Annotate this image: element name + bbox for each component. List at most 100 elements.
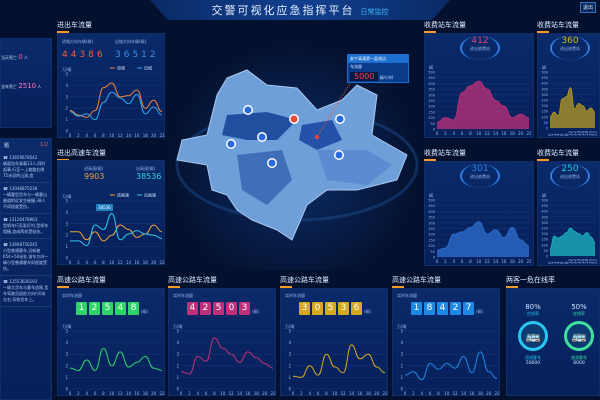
x-tick-label: 8 bbox=[102, 133, 105, 138]
popup-title: 安宁高速第一监测点 bbox=[348, 55, 408, 63]
item-text: 小型普通客车,沿新坡K54+50米处,该车方向一辆小型普通客车同程度受伤。 bbox=[3, 248, 49, 271]
counter-digit: 8 bbox=[424, 302, 435, 315]
y-tick-label: 500 bbox=[428, 71, 435, 75]
header-bar bbox=[150, 0, 450, 20]
y-tick-label: 200 bbox=[541, 232, 548, 236]
road-panel: 实时车流量 4 2 5 0 3 (辆) 万/辆 0 1 2 3 4 5 0 2 4 6 8 10 12 14 16 18 2… bbox=[168, 288, 276, 396]
x-tick-label: 2 bbox=[412, 391, 415, 396]
x-tick-label: 4 bbox=[196, 391, 199, 396]
y-tick-label: 350 bbox=[541, 215, 548, 219]
x-tick-label: 4 bbox=[85, 260, 88, 265]
counter-digit: 3 bbox=[239, 302, 250, 315]
y-axis-label: 万/辆 bbox=[285, 323, 294, 329]
y-tick-label: 1 bbox=[65, 117, 68, 122]
x-tick-label: 6 bbox=[560, 261, 565, 264]
top-button[interactable]: 退出 bbox=[580, 2, 597, 13]
x-tick-label: 2 bbox=[188, 391, 191, 396]
x-tick-label: 14 bbox=[461, 391, 467, 396]
counter-digit: 5 bbox=[102, 302, 113, 315]
y-tick-label: 2 bbox=[288, 363, 291, 368]
counter: 4 2 5 0 3 (辆) bbox=[187, 302, 259, 315]
y-tick-label: 3 bbox=[176, 352, 179, 357]
x-tick-label: 8 bbox=[469, 131, 472, 136]
y-tick-label: 200 bbox=[428, 105, 435, 109]
list-item[interactable]: ☎ 13553626193 一辆大货车与客车追尾,货车驾驶员因前方向行0米左右,导… bbox=[1, 276, 51, 307]
x-tick-label: 18 bbox=[584, 130, 589, 136]
y-tick-label: 1 bbox=[65, 244, 68, 249]
phone: ☎ 13126478963 bbox=[3, 217, 38, 222]
stat-today: 当天死亡 0 人 bbox=[1, 53, 28, 61]
y-tick-label: 0 bbox=[433, 128, 435, 132]
location-pin-icon bbox=[257, 132, 267, 142]
x-tick-label: 20 bbox=[518, 131, 524, 136]
x-tick-label: 2 bbox=[444, 131, 447, 136]
map-region bbox=[299, 120, 342, 150]
location-pin-icon bbox=[335, 114, 345, 124]
y-tick-label: 500 bbox=[541, 71, 548, 75]
x-tick-label: 20 bbox=[486, 391, 492, 396]
x-tick-label: 22 bbox=[592, 130, 597, 136]
x-tick-label: 8 bbox=[469, 259, 472, 264]
online-label: 在线率 bbox=[527, 311, 539, 316]
y-tick-label: 50 bbox=[544, 121, 548, 125]
realtime-label: 实时车流量 bbox=[62, 293, 82, 298]
location-pin-icon bbox=[226, 139, 236, 149]
x-tick-label: 18 bbox=[584, 258, 589, 264]
list-item[interactable]: ☎ 13659678542 辆面包车乘载13人,同时起事,行至一上坡路右侧75米深… bbox=[1, 152, 51, 183]
y-tick-label: 3 bbox=[400, 352, 403, 357]
x-tick-label: 22 bbox=[526, 131, 532, 136]
mode-tab[interactable]: 日常监控 bbox=[360, 8, 389, 16]
vehicle-count: 6000 bbox=[573, 361, 585, 366]
x-tick-label: 2 bbox=[300, 391, 303, 396]
x-tick-label: 14 bbox=[493, 259, 499, 264]
list-item[interactable]: ☎ 13126478963 型轿车行至彩灯村,型轿车相撞,造成两机受轻伤。 bbox=[1, 214, 51, 239]
out-label: 出城方向车辆(辆) bbox=[115, 39, 147, 44]
x-tick-label: 10 bbox=[109, 391, 115, 396]
y-tick-label: 350 bbox=[541, 87, 548, 91]
page-indicator[interactable]: 1/2 bbox=[39, 142, 48, 148]
stat-label: 全年死亡 bbox=[1, 84, 17, 89]
x-tick-label: 12 bbox=[453, 391, 459, 396]
list-item[interactable]: ☎ 13046875236 一辆重型货车与一辆客山隧道附近发生碰撞,38人不同程度… bbox=[1, 183, 51, 214]
x-tick-label: 14 bbox=[237, 391, 243, 396]
x-tick-label: 14 bbox=[126, 260, 132, 265]
counter-digit: 2 bbox=[450, 302, 461, 315]
y-tick-label: 4 bbox=[288, 340, 291, 345]
y-tick-label: 3 bbox=[288, 352, 291, 357]
x-tick-label: 0 bbox=[69, 133, 72, 138]
in-counter: 44386 bbox=[62, 50, 106, 60]
x-tick-label: 12 bbox=[118, 260, 124, 265]
online-item: 50% 在线率 🚌 旅游客车 6000 bbox=[559, 303, 599, 366]
y-tick-label: 4 bbox=[65, 210, 68, 215]
map-region bbox=[176, 69, 408, 241]
y-axis-label: 辆 bbox=[542, 64, 546, 70]
map-area[interactable]: 安宁高速第一监测点 车流量 5000 辆/小时 bbox=[167, 40, 421, 270]
legend-label: 出高速 bbox=[144, 192, 156, 198]
counter-digit: 5 bbox=[213, 302, 224, 315]
x-tick-label: 18 bbox=[143, 260, 149, 265]
y-tick-label: 5 bbox=[400, 329, 403, 334]
area-outline bbox=[436, 80, 530, 123]
y-tick-label: 5 bbox=[65, 72, 68, 77]
realtime-label: 实时车流量 bbox=[397, 293, 417, 298]
in-label: 进高速(辆) bbox=[84, 166, 104, 171]
x-tick-label: 6 bbox=[461, 131, 464, 136]
area-outline bbox=[549, 87, 596, 118]
location-pin-icon bbox=[334, 150, 344, 160]
province-map[interactable] bbox=[167, 40, 421, 270]
y-tick-label: 2 bbox=[65, 233, 68, 238]
y-tick-label: 0 bbox=[546, 127, 548, 131]
road-panel: 实时车流量 1 2 5 4 8 (辆) 万/辆 0 1 2 3 4 5 0 2 4 6 8 10 12 14 16 18 2… bbox=[57, 288, 165, 396]
list-item[interactable]: ☎ 13698756245 小型普通客车,沿新坡K54+50米处,该车方向一辆小型… bbox=[1, 239, 51, 276]
y-tick-label: 3 bbox=[65, 94, 68, 99]
y-tick-label: 5 bbox=[288, 329, 291, 334]
phone: ☎ 13553626193 bbox=[3, 279, 38, 284]
x-tick-label: 10 bbox=[568, 258, 573, 264]
x-tick-label: 16 bbox=[580, 130, 585, 136]
x-tick-label: 6 bbox=[429, 391, 432, 396]
y-tick-label: 4 bbox=[176, 340, 179, 345]
